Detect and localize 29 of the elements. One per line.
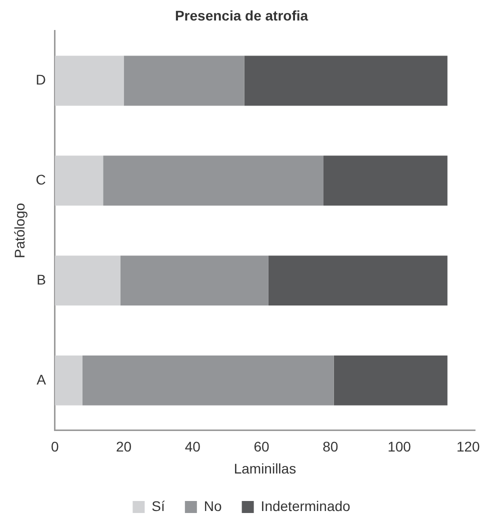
bar [268, 256, 448, 306]
bar [120, 256, 268, 306]
bar [103, 156, 324, 206]
bar [334, 355, 448, 406]
bar [54, 56, 124, 106]
chart-title: Presencia de atrofia [174, 7, 308, 24]
x-tick-label: 20 [116, 438, 132, 455]
bar [54, 156, 104, 206]
y-tick-label: C [36, 172, 46, 188]
y-tick-label: B [36, 271, 46, 288]
legend-label: Indeterminado [260, 498, 351, 514]
bar [54, 256, 120, 306]
y-tick-label: D [36, 72, 46, 88]
y-axis-title: Patólogo [11, 202, 28, 258]
x-tick-label: 60 [254, 438, 270, 455]
x-tick-label: 80 [322, 438, 338, 455]
x-axis-title: Laminillas [234, 460, 296, 476]
bar [82, 355, 334, 406]
x-tick-label: 40 [184, 438, 201, 455]
legend-label: Sí [152, 498, 166, 514]
bar [323, 156, 448, 206]
x-tick-label: 0 [51, 438, 60, 455]
legend-label: No [204, 498, 222, 514]
x-tick-label: 100 [388, 438, 412, 455]
x-tick-label: 120 [456, 438, 480, 455]
bar [124, 56, 244, 106]
y-tick-label: A [36, 371, 47, 388]
bar [54, 355, 82, 406]
bar [244, 56, 448, 106]
